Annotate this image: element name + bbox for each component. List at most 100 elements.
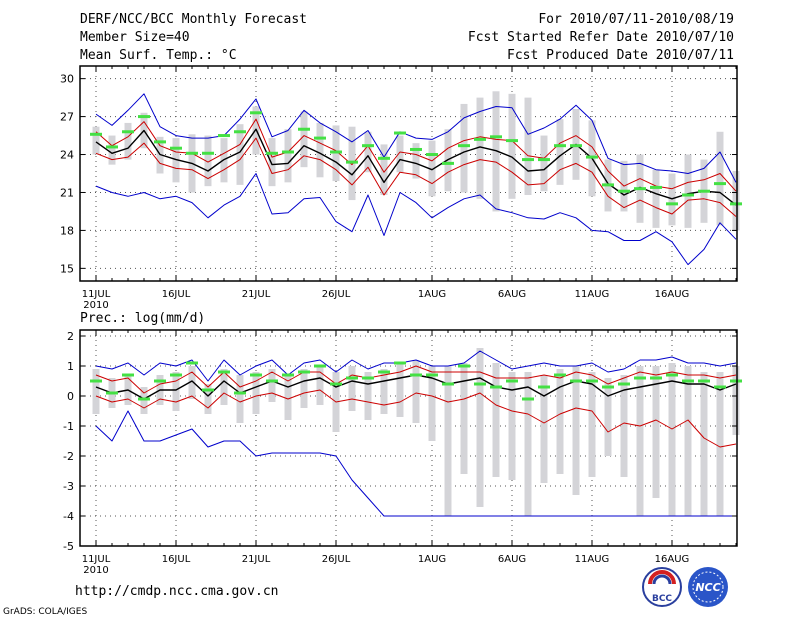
member-marker: [138, 115, 150, 119]
member-marker: [234, 391, 246, 395]
member-marker: [298, 370, 310, 374]
spread-box: [556, 369, 564, 474]
y-tick-label: -3: [63, 480, 74, 493]
member-marker: [666, 202, 678, 206]
y-tick-label: -1: [63, 420, 74, 433]
member-marker: [410, 373, 422, 377]
member-marker: [362, 376, 374, 380]
forecast-period-label: For 2010/07/11-2010/08/19: [538, 12, 734, 27]
spread-box: [284, 129, 292, 183]
min-line: [95, 173, 737, 266]
spread-box: [300, 111, 308, 168]
spread-box: [620, 375, 628, 477]
spread-box: [604, 378, 612, 456]
x-tick-label: 11JUL: [82, 289, 111, 300]
x-tick-label: 11AUG: [575, 289, 610, 300]
spread-box: [204, 384, 212, 414]
ncc-logo-text: NCC: [695, 581, 720, 594]
spread-box: [444, 366, 452, 516]
x-tick-label: 1AUG: [418, 554, 446, 565]
precip-panel-title: Prec.: log(mm/d): [80, 311, 205, 326]
y-tick-label: 30: [60, 73, 74, 86]
footer-url: http://cmdp.ncc.cma.gov.cn: [75, 584, 279, 599]
x-tick-label: 16AUG: [655, 554, 690, 565]
spread-box: [588, 372, 596, 477]
spread-box: [684, 154, 692, 228]
spread-box: [428, 366, 436, 441]
y-tick-label: 2: [67, 330, 74, 343]
member-marker: [90, 379, 102, 383]
member-marker: [138, 397, 150, 401]
spread-box: [220, 369, 228, 405]
member-marker: [218, 134, 230, 138]
member-marker: [218, 370, 230, 374]
member-size-label: Member Size=40: [80, 30, 190, 45]
spread-box: [508, 372, 516, 480]
y-tick-label: 1: [67, 360, 74, 373]
chart-title: DERF/NCC/BCC Monthly Forecast: [80, 12, 307, 27]
member-marker: [618, 189, 630, 193]
x-tick-label: 16AUG: [655, 289, 690, 300]
member-marker: [714, 182, 726, 186]
member-marker: [186, 361, 198, 365]
spread-box: [380, 144, 388, 195]
spread-box: [732, 170, 740, 231]
variable-label: Mean Surf. Temp.: °C: [80, 48, 237, 63]
member-marker: [122, 373, 134, 377]
spread-box: [636, 366, 644, 516]
spread-box: [572, 366, 580, 495]
spread-box: [476, 97, 484, 199]
spread-box: [284, 375, 292, 420]
spread-box: [268, 369, 276, 402]
spread-box: [716, 131, 724, 226]
x-tick-label: 11AUG: [575, 554, 610, 565]
member-marker: [442, 382, 454, 386]
max-line: [95, 350, 737, 382]
member-marker: [330, 382, 342, 386]
spread-box: [540, 135, 548, 192]
spread-box: [476, 348, 484, 507]
plot-frame: [79, 65, 738, 282]
member-marker: [250, 373, 262, 377]
member-marker: [202, 388, 214, 392]
member-marker: [474, 137, 486, 141]
member-marker: [346, 376, 358, 380]
x-tick-label: 6AUG: [498, 289, 526, 300]
member-marker: [378, 156, 390, 160]
x-year-label: 2010: [83, 565, 108, 576]
member-marker: [378, 370, 390, 374]
member-marker: [314, 364, 326, 368]
spread-box: [556, 119, 564, 185]
member-marker: [474, 382, 486, 386]
spread-box: [460, 363, 468, 474]
member-marker: [458, 144, 470, 148]
member-marker: [634, 187, 646, 191]
spread-box: [364, 372, 372, 420]
member-marker: [602, 183, 614, 187]
spread-box: [492, 363, 500, 477]
member-marker: [170, 146, 182, 150]
spread-box: [524, 97, 532, 195]
spread-box: [92, 369, 100, 414]
member-marker: [682, 193, 694, 197]
member-marker: [122, 130, 134, 134]
spread-box: [508, 93, 516, 199]
member-marker: [458, 364, 470, 368]
member-marker: [554, 144, 566, 148]
member-marker: [650, 185, 662, 189]
member-marker: [490, 385, 502, 389]
member-marker: [650, 376, 662, 380]
member-marker: [394, 131, 406, 135]
grads-credit: GrADS: COLA/IGES: [3, 607, 87, 617]
member-marker: [602, 385, 614, 389]
y-tick-label: 0: [67, 390, 74, 403]
y-tick-label: 18: [60, 224, 74, 237]
member-marker: [714, 385, 726, 389]
x-tick-label: 26JUL: [322, 554, 351, 565]
spread-box: [428, 140, 436, 197]
member-marker: [506, 139, 518, 143]
spread-box: [684, 366, 692, 516]
member-marker: [570, 379, 582, 383]
spread-box: [268, 138, 276, 187]
spread-box: [716, 372, 724, 516]
